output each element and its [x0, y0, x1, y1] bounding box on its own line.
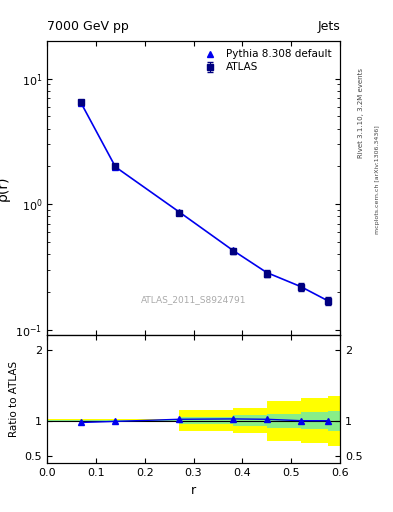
Pythia 8.308 default	[325, 297, 330, 304]
Text: Rivet 3.1.10, 3.2M events: Rivet 3.1.10, 3.2M events	[358, 68, 364, 158]
Pythia 8.308 default	[79, 100, 84, 106]
Y-axis label: ρ(r): ρ(r)	[0, 176, 10, 201]
Pythia 8.308 default	[299, 284, 303, 290]
Line: Pythia 8.308 default: Pythia 8.308 default	[78, 100, 331, 304]
Pythia 8.308 default	[176, 209, 181, 215]
Y-axis label: Ratio to ATLAS: Ratio to ATLAS	[9, 361, 19, 437]
Text: Jets: Jets	[317, 20, 340, 33]
Text: 7000 GeV pp: 7000 GeV pp	[47, 20, 129, 33]
Pythia 8.308 default	[230, 247, 235, 253]
Text: ATLAS_2011_S8924791: ATLAS_2011_S8924791	[141, 295, 246, 305]
Pythia 8.308 default	[113, 164, 118, 170]
Legend: Pythia 8.308 default, ATLAS: Pythia 8.308 default, ATLAS	[197, 46, 335, 76]
Pythia 8.308 default	[264, 269, 269, 275]
Text: mcplots.cern.ch [arXiv:1306.3436]: mcplots.cern.ch [arXiv:1306.3436]	[375, 125, 380, 233]
X-axis label: r: r	[191, 484, 196, 497]
